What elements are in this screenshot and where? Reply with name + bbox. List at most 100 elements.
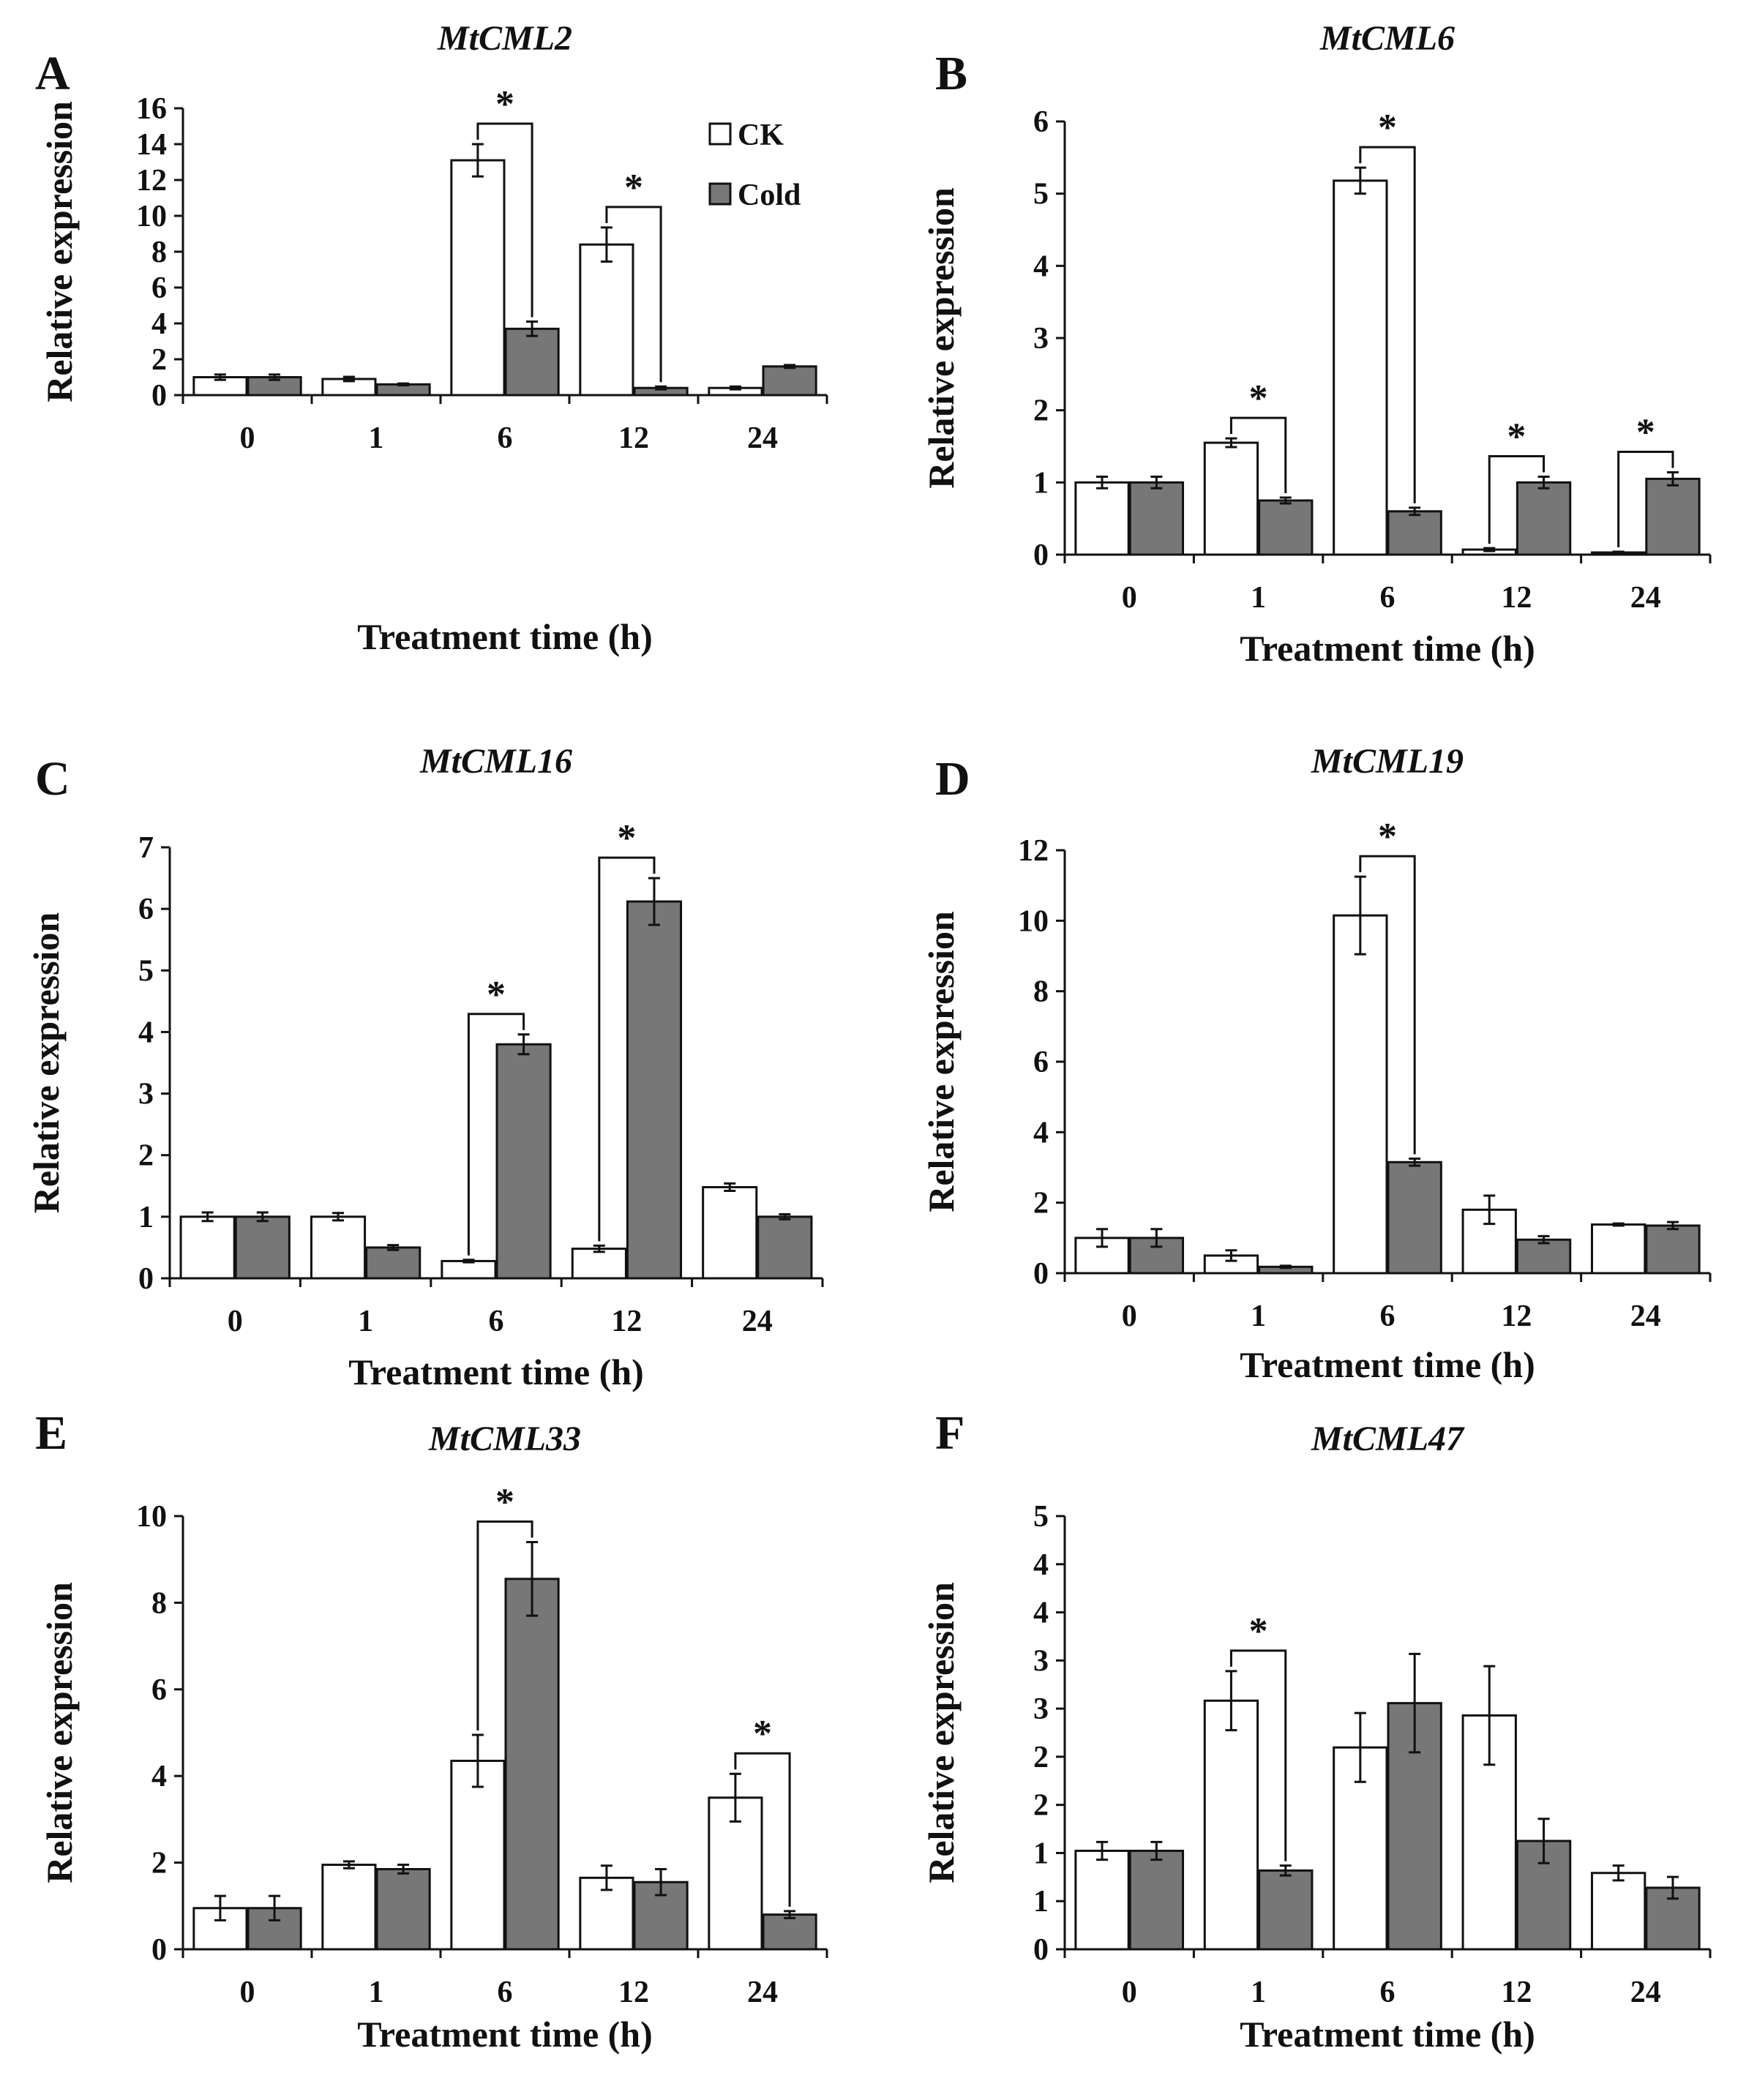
- bar-cold-6: [504, 327, 560, 397]
- x-tick-label: 24: [742, 1305, 773, 1338]
- bar-cold-6: [504, 1578, 560, 1951]
- x-tick-label: 0: [1122, 1976, 1137, 2009]
- bar-cold-12: [1516, 1238, 1572, 1275]
- y-tick-label: 2: [151, 1847, 167, 1880]
- panel-letter: E: [35, 1406, 67, 1460]
- bar-ck-12: [579, 243, 634, 397]
- y-tick-label: 6: [138, 893, 154, 926]
- significance-bracket: [1359, 146, 1416, 503]
- significance-bracket: [734, 1752, 791, 1907]
- significance-bracket: [476, 122, 533, 318]
- y-tick-label: 0: [1033, 1257, 1049, 1291]
- bar-cold-12: [1516, 481, 1572, 556]
- y-tick-label: 6: [151, 1673, 167, 1707]
- bar-ck-1: [321, 1864, 377, 1951]
- y-tick-label: 14: [136, 128, 167, 162]
- bar-cold-1: [375, 1867, 431, 1951]
- chart-title: MtCML47: [1311, 1420, 1465, 1458]
- x-tick-label: 0: [228, 1305, 243, 1338]
- x-tick-label: 0: [1122, 1300, 1137, 1333]
- y-tick-label: 2: [151, 343, 167, 377]
- significance-bracket: [605, 206, 662, 383]
- chart-title: MtCML19: [1311, 742, 1464, 781]
- chart-title: MtCML33: [428, 1420, 581, 1458]
- bar-ck-0: [179, 1215, 236, 1280]
- y-tick-label: 4: [151, 1760, 167, 1793]
- bar-ck-24: [708, 1796, 763, 1951]
- y-tick-label: 1: [1033, 1885, 1049, 1919]
- legend-label-ck: CK: [738, 119, 784, 152]
- significance-star: *: [624, 167, 643, 209]
- y-tick-label: 10: [136, 200, 167, 233]
- y-tick-label: 4: [1033, 250, 1049, 283]
- bar-cold-24: [1645, 477, 1701, 556]
- bar-cold-24: [1645, 1224, 1701, 1275]
- chart-title: MtCML2: [437, 19, 572, 58]
- x-axis-label: Treatment time (h): [1240, 2014, 1535, 2055]
- y-axis-label: Relative expression: [39, 101, 80, 402]
- bar-cold-24: [762, 1913, 817, 1951]
- significance-star: *: [1378, 107, 1397, 149]
- x-tick-label: 1: [369, 421, 384, 455]
- y-tick-label: 8: [151, 1586, 167, 1620]
- y-tick-label: 2: [1033, 394, 1049, 428]
- y-tick-label: 1: [1033, 466, 1049, 500]
- x-axis-label: Treatment time (h): [1240, 1344, 1535, 1385]
- y-tick-label: 3: [1033, 1644, 1049, 1678]
- x-tick-label: 12: [1501, 1300, 1532, 1333]
- bar-ck-6: [1333, 914, 1388, 1275]
- legend-swatch-ck: [708, 122, 732, 146]
- significance-bracket: [598, 856, 656, 1242]
- y-tick-label: 0: [151, 1933, 167, 1967]
- significance-bracket: [1488, 454, 1546, 544]
- y-axis-label: Relative expression: [921, 911, 962, 1212]
- significance-star: *: [1636, 412, 1655, 454]
- bar-ck-12: [571, 1248, 627, 1280]
- significance-star: *: [1378, 816, 1397, 858]
- x-tick-label: 24: [1630, 581, 1661, 615]
- bar-ck-6: [441, 1259, 497, 1280]
- y-tick-label: 0: [151, 379, 167, 413]
- significance-star: *: [495, 1482, 514, 1523]
- bar-cold-24: [757, 1215, 813, 1280]
- y-axis-label: Relative expression: [921, 1582, 962, 1883]
- x-tick-label: 6: [498, 1976, 513, 2009]
- x-tick-label: 6: [498, 421, 513, 455]
- x-tick-label: 1: [1251, 1300, 1266, 1333]
- bar-cold-6: [1387, 1702, 1442, 1951]
- y-tick-label: 4: [1033, 1116, 1049, 1150]
- significance-bracket: [1617, 451, 1674, 548]
- y-axis-label: Relative expression: [26, 912, 67, 1214]
- significance-star: *: [487, 974, 506, 1016]
- bar-ck-24: [1590, 1872, 1647, 1951]
- x-tick-label: 0: [240, 1976, 255, 2009]
- y-tick-label: 8: [151, 236, 167, 269]
- y-tick-label: 12: [1018, 834, 1049, 868]
- chart-panel-b: B MtCML6 Relative expression Treatment time…: [921, 19, 1712, 669]
- panel-letter: D: [935, 752, 970, 806]
- x-tick-label: 1: [1251, 1976, 1266, 2009]
- bar-ck-24: [702, 1185, 758, 1280]
- x-axis-label: Treatment time (h): [357, 616, 653, 657]
- bar-cold-1: [1258, 1869, 1314, 1951]
- y-tick-label: 2: [1033, 1187, 1049, 1220]
- chart-panel-e: E MtCML33 Relative expression Treatment tim…: [35, 1406, 828, 2055]
- x-axis-label: Treatment time (h): [348, 1351, 644, 1392]
- significance-bracket: [1359, 855, 1416, 1155]
- bar-cold-1: [365, 1246, 422, 1280]
- panel-letter: B: [935, 47, 967, 100]
- x-axis-label: Treatment time (h): [1240, 628, 1535, 669]
- panel-letter: C: [35, 752, 70, 806]
- y-tick-label: 2: [1033, 1741, 1049, 1774]
- y-tick-label: 0: [138, 1262, 154, 1296]
- y-tick-label: 3: [1033, 322, 1049, 356]
- y-tick-label: 0: [1033, 539, 1049, 572]
- significance-star: *: [617, 817, 636, 859]
- y-tick-label: 4: [1033, 1548, 1049, 1582]
- significance-star: *: [1249, 1610, 1268, 1652]
- y-tick-label: 5: [1033, 178, 1049, 211]
- x-tick-label: 12: [611, 1305, 642, 1338]
- significance-bracket: [1229, 416, 1287, 494]
- bar-ck-0: [1074, 481, 1130, 556]
